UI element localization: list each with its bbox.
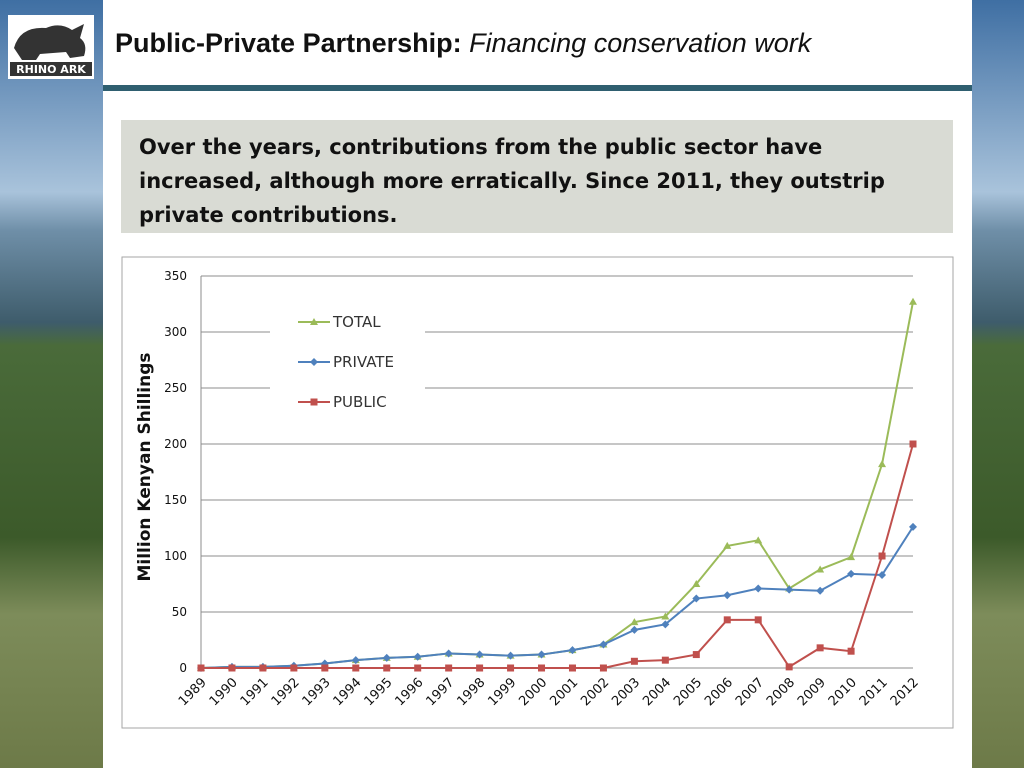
marker bbox=[382, 653, 391, 662]
marker bbox=[816, 586, 825, 595]
series-line bbox=[200, 526, 914, 669]
marker bbox=[599, 664, 607, 672]
marker bbox=[537, 650, 546, 659]
marker bbox=[507, 664, 515, 672]
legend-label: PUBLIC bbox=[333, 393, 387, 411]
marker bbox=[723, 616, 731, 624]
marker bbox=[754, 584, 763, 593]
marker bbox=[847, 647, 855, 655]
marker bbox=[630, 657, 638, 665]
marker bbox=[352, 664, 360, 672]
legend-box bbox=[270, 300, 425, 422]
marker bbox=[310, 358, 318, 366]
marker bbox=[878, 571, 887, 580]
marker bbox=[723, 541, 732, 549]
marker bbox=[413, 652, 422, 661]
marker bbox=[383, 664, 391, 672]
y-tick-label: 100 bbox=[164, 549, 187, 563]
marker bbox=[692, 651, 700, 659]
marker bbox=[847, 553, 856, 561]
title-bold: Public-Private Partnership: bbox=[115, 28, 462, 58]
marker bbox=[351, 656, 360, 665]
marker bbox=[321, 664, 329, 672]
marker bbox=[661, 612, 670, 620]
marker bbox=[661, 656, 669, 664]
chart-frame bbox=[121, 256, 954, 729]
marker bbox=[506, 651, 515, 660]
marker bbox=[785, 663, 793, 671]
callout: Over the years, contributions from the p… bbox=[121, 120, 953, 233]
y-axis-label: Million Kenyan Shillings bbox=[135, 352, 155, 581]
marker bbox=[754, 536, 763, 544]
marker bbox=[568, 646, 577, 655]
marker bbox=[754, 616, 762, 624]
marker bbox=[259, 664, 267, 672]
y-tick-label: 250 bbox=[164, 381, 187, 395]
marker bbox=[878, 552, 886, 560]
title-italic: Financing conservation work bbox=[469, 28, 812, 58]
marker bbox=[290, 664, 298, 672]
marker bbox=[723, 591, 732, 600]
y-tick-label: 150 bbox=[164, 493, 187, 507]
y-tick-label: 50 bbox=[172, 605, 187, 619]
marker bbox=[310, 398, 318, 406]
marker bbox=[816, 565, 825, 573]
marker bbox=[878, 460, 887, 468]
series-line bbox=[201, 443, 914, 669]
marker bbox=[538, 664, 546, 672]
legend-label: TOTAL bbox=[332, 313, 381, 331]
marker bbox=[692, 580, 701, 587]
marker bbox=[197, 664, 205, 672]
marker bbox=[414, 664, 422, 672]
marker bbox=[909, 297, 917, 305]
marker bbox=[568, 664, 576, 672]
marker bbox=[909, 440, 917, 448]
slide-title: Public-Private Partnership: Financing co… bbox=[115, 28, 811, 59]
marker bbox=[475, 650, 484, 659]
marker bbox=[310, 318, 318, 325]
marker bbox=[847, 569, 856, 578]
marker bbox=[444, 649, 453, 658]
marker bbox=[445, 664, 453, 672]
marker bbox=[476, 664, 484, 672]
y-tick-label: 200 bbox=[164, 437, 187, 451]
marker bbox=[228, 664, 236, 672]
marker bbox=[692, 594, 701, 603]
marker bbox=[785, 585, 794, 594]
y-tick-label: 300 bbox=[164, 325, 187, 339]
marker bbox=[630, 618, 639, 626]
marker bbox=[599, 640, 608, 649]
marker bbox=[661, 620, 670, 629]
y-tick-label: 0 bbox=[179, 661, 187, 675]
marker bbox=[909, 522, 917, 531]
marker bbox=[630, 625, 639, 634]
marker bbox=[816, 644, 824, 652]
y-tick-label: 350 bbox=[164, 269, 187, 283]
legend-label: PRIVATE bbox=[333, 353, 394, 371]
logo-text: RHINO ARK bbox=[16, 63, 86, 76]
